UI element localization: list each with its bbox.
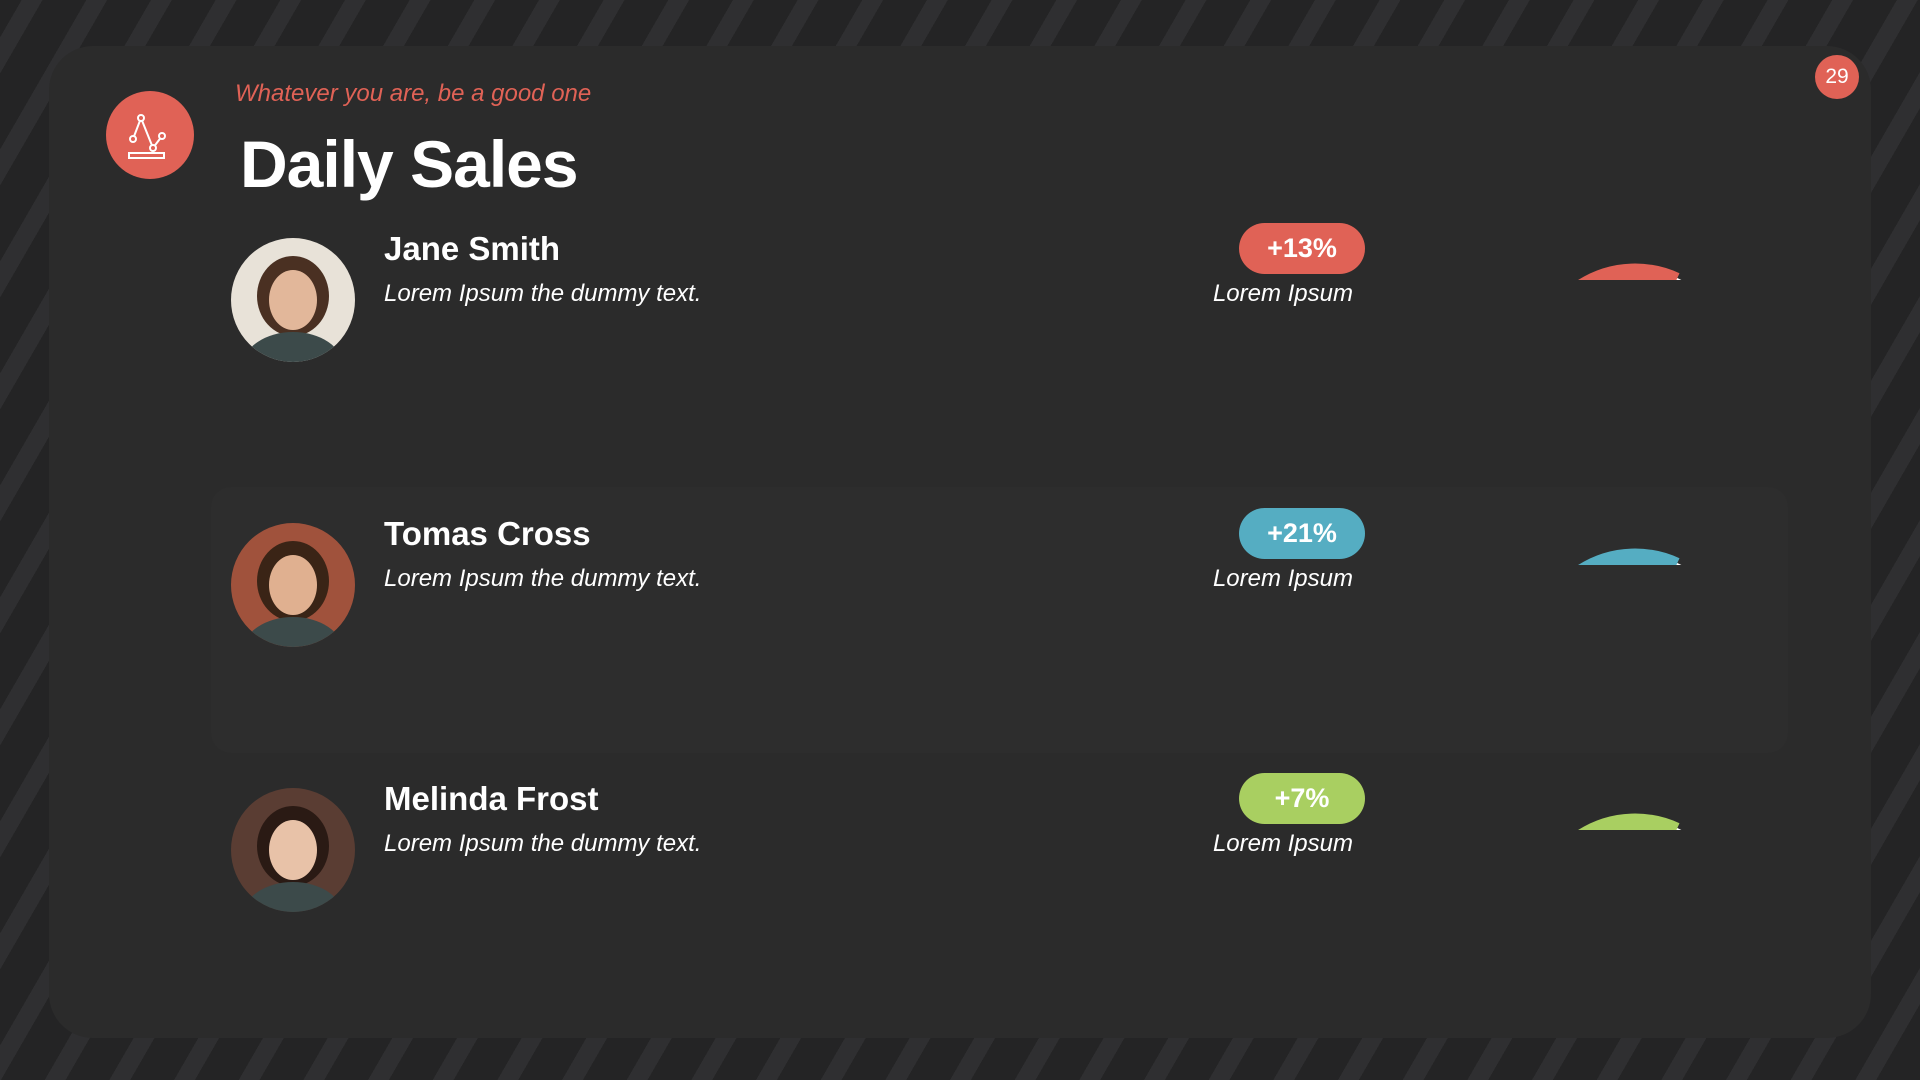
person-name: Melinda Frost	[384, 780, 599, 817]
performance-gauge: LowHigh59%	[1578, 813, 1682, 830]
line-chart-icon	[128, 114, 166, 159]
peak-annotation: Lorem Ipsum	[1212, 565, 1353, 592]
gauge-fill-arc	[1578, 263, 1680, 280]
subtitle: Whatever you are, be a good one	[235, 80, 592, 107]
page-title: Daily Sales	[240, 127, 579, 201]
avatar	[231, 788, 355, 912]
growth-badge: +21%	[1239, 508, 1365, 559]
row-highlight-band	[211, 487, 1788, 753]
peak-annotation: Lorem Ipsum	[1212, 830, 1353, 857]
sales-row: Melinda Frost Lorem Ipsum the dummy text…	[0, 550, 1920, 912]
page-number-badge: 29	[1815, 55, 1859, 99]
sales-row: Tomas Cross Lorem Ipsum the dummy text. …	[0, 285, 1920, 647]
performance-gauge: LowHigh59%	[1578, 548, 1682, 565]
performance-gauge: LowHigh59%	[1578, 263, 1682, 280]
person-description: Lorem Ipsum the dummy text.	[384, 565, 702, 592]
avatar	[231, 238, 355, 362]
gauge-fill-arc	[1578, 548, 1680, 565]
growth-badge: +13%	[1239, 223, 1365, 274]
logo-badge	[106, 91, 194, 179]
sales-line-chart: 9:0010:0011:0012:0013:0014:0015:0016:001…	[1578, 813, 1682, 830]
sales-line-chart: 9:0010:0011:0012:0013:0014:0015:0016:001…	[1578, 263, 1682, 280]
gauge-fill-arc	[1578, 813, 1680, 830]
avatar	[231, 523, 355, 647]
sales-line-chart: 9:0010:0011:0012:0013:0014:0015:0016:001…	[1578, 548, 1682, 565]
person-description: Lorem Ipsum the dummy text.	[384, 280, 702, 307]
person-description: Lorem Ipsum the dummy text.	[384, 830, 702, 857]
peak-annotation: Lorem Ipsum	[1212, 280, 1353, 307]
growth-badge: +7%	[1239, 773, 1365, 824]
sales-row: Jane Smith Lorem Ipsum the dummy text. +…	[0, 0, 1920, 362]
person-name: Jane Smith	[384, 230, 561, 267]
person-name: Tomas Cross	[384, 515, 591, 552]
